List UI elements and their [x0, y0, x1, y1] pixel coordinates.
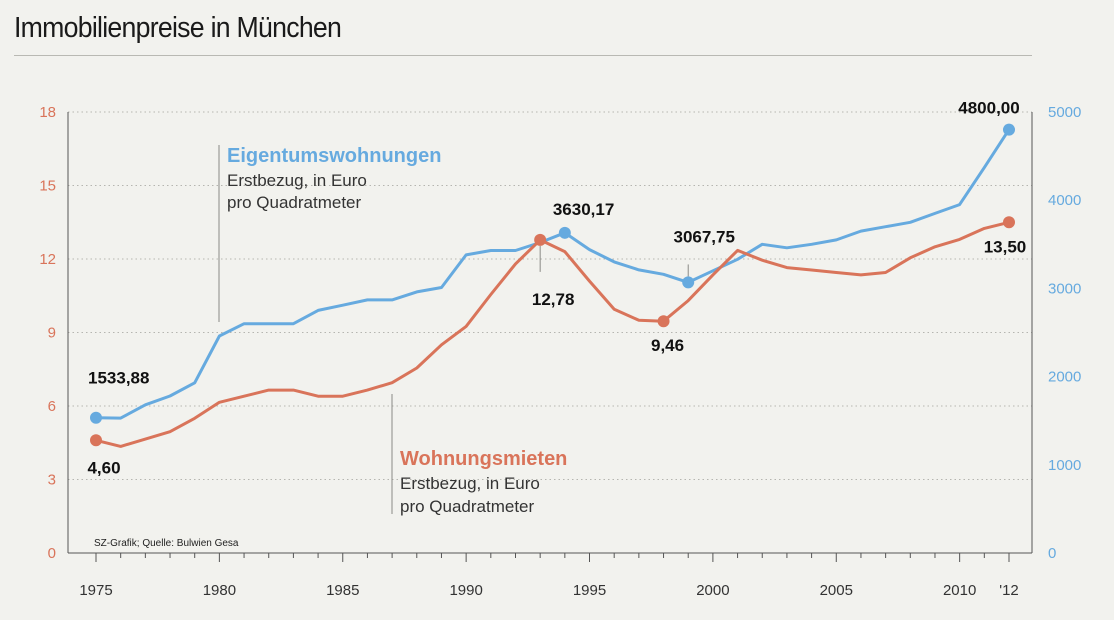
series-label-subtitle: pro Quadratmeter [227, 193, 362, 212]
y-right-tick-label: 5000 [1048, 104, 1081, 121]
data-point-marker [657, 315, 670, 328]
gridlines [68, 111, 1032, 480]
source-note: SZ-Grafik; Quelle: Bulwien Gesa [94, 538, 239, 549]
y-left-tick-label: 3 [48, 472, 56, 489]
data-label: 1533,88 [88, 369, 149, 388]
data-label: 4,60 [87, 458, 120, 477]
data-label: 12,78 [532, 290, 575, 309]
y-right-tick-label: 0 [1048, 545, 1056, 562]
series-legend: Eigentumswohnungen Erstbezug, in Euro pro … [218, 145, 567, 516]
data-point-marker [682, 276, 695, 289]
x-tick-label: 2010 [943, 582, 976, 599]
series-line-eigentumswohnungen [94, 128, 1011, 420]
data-markers: 1533,88 3630,17 3067,75 4800,00 4,60 12,78 9,4… [87, 99, 1026, 478]
y-left-tick-label: 15 [39, 178, 56, 195]
x-tick-label: '12 [999, 582, 1019, 599]
axes [67, 112, 1033, 562]
data-point-marker [558, 226, 571, 239]
data-label: 13,50 [984, 237, 1027, 256]
data-point-marker [1003, 216, 1015, 229]
y-left-tick-label: 6 [48, 398, 56, 415]
x-tick-label: 1975 [79, 582, 112, 599]
x-tick-label: 1990 [449, 582, 482, 599]
series-label-subtitle: Erstbezug, in Euro [227, 171, 367, 190]
y-right-tick-label: 3000 [1048, 280, 1081, 297]
y-left-tick-label: 12 [39, 251, 56, 268]
data-point-marker [534, 233, 547, 246]
x-tick-label: 1985 [326, 582, 359, 599]
data-label: 3630,17 [553, 200, 614, 219]
tick-labels: 0 3 6 9 12 15 18 0 1000 2000 3000 4000 5000 1975 1980 1… [39, 104, 1081, 599]
x-tick-label: 1995 [573, 582, 606, 599]
x-tick-label: 1980 [203, 582, 236, 599]
data-point-marker [90, 434, 102, 447]
data-label: 9,46 [651, 336, 684, 355]
title-divider [14, 55, 1032, 56]
series-label-title: Wohnungsmieten [400, 448, 567, 470]
y-right-tick-label: 2000 [1048, 369, 1081, 386]
y-left-tick-label: 9 [48, 325, 56, 342]
x-tick-label: 2005 [820, 582, 853, 599]
data-label: 3067,75 [673, 227, 734, 246]
y-left-tick-label: 18 [39, 104, 56, 121]
series-label-subtitle: pro Quadratmeter [400, 497, 535, 516]
y-right-tick-label: 4000 [1048, 192, 1081, 209]
data-point-marker [90, 411, 102, 424]
x-tick-label: 2000 [696, 582, 729, 599]
series-label-title: Eigentumswohnungen [227, 145, 441, 167]
y-left-tick-label: 0 [48, 545, 56, 562]
page-title: Immobilienpreise in München [14, 12, 342, 44]
y-right-tick-label: 1000 [1048, 457, 1081, 474]
data-point-marker [1003, 123, 1015, 136]
series-label-subtitle: Erstbezug, in Euro [400, 474, 540, 493]
data-label: 4800,00 [958, 99, 1019, 118]
series-lines [94, 128, 1011, 448]
series-line-wohnungsmieten [94, 220, 1011, 448]
